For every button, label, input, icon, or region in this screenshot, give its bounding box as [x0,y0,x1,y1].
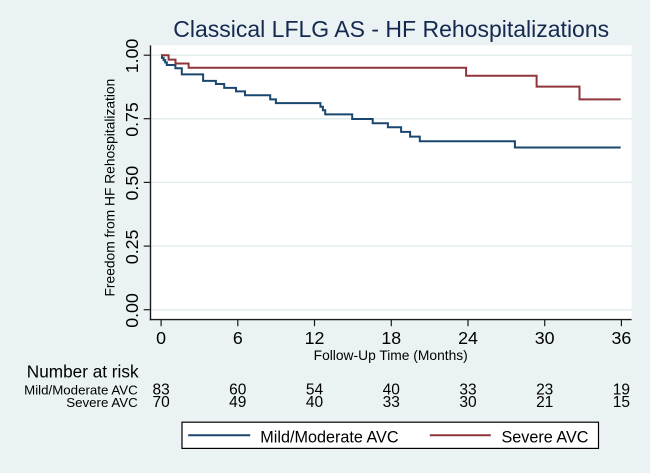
svg-text:21: 21 [536,394,553,411]
svg-text:60: 60 [229,381,247,398]
svg-text:23: 23 [536,381,553,398]
svg-text:0.75: 0.75 [122,102,142,137]
svg-text:33: 33 [459,381,476,398]
svg-text:40: 40 [306,394,324,411]
svg-text:Classical LFLG AS - HF Rehospi: Classical LFLG AS - HF Rehospitalization… [173,16,609,42]
svg-text:0.25: 0.25 [122,229,142,264]
svg-text:15: 15 [613,394,630,411]
svg-text:54: 54 [306,381,324,398]
svg-text:83: 83 [152,381,169,398]
svg-text:Mild/Moderate AVC: Mild/Moderate AVC [24,382,138,397]
svg-text:30: 30 [459,394,477,411]
svg-text:Follow-Up Time (Months): Follow-Up Time (Months) [314,348,468,363]
svg-text:36: 36 [612,328,632,348]
svg-text:30: 30 [535,328,555,348]
svg-text:Freedom from HF Rehospitalizat: Freedom from HF Rehospitalization [103,79,118,297]
svg-text:Mild/Moderate AVC: Mild/Moderate AVC [260,428,399,446]
svg-text:0.50: 0.50 [122,166,142,201]
svg-text:18: 18 [381,328,401,348]
svg-text:0: 0 [156,328,166,348]
svg-text:40: 40 [383,381,401,398]
svg-text:33: 33 [383,394,400,411]
svg-text:Number at risk: Number at risk [27,361,139,381]
svg-text:49: 49 [229,394,246,411]
svg-text:Severe AVC: Severe AVC [66,395,138,410]
svg-text:6: 6 [233,328,243,348]
svg-text:70: 70 [152,394,170,411]
svg-text:Severe AVC: Severe AVC [502,428,589,446]
svg-text:19: 19 [613,381,630,398]
svg-text:12: 12 [305,328,325,348]
svg-text:24: 24 [458,328,478,348]
svg-text:0.00: 0.00 [122,293,142,328]
svg-text:1.00: 1.00 [122,39,142,74]
